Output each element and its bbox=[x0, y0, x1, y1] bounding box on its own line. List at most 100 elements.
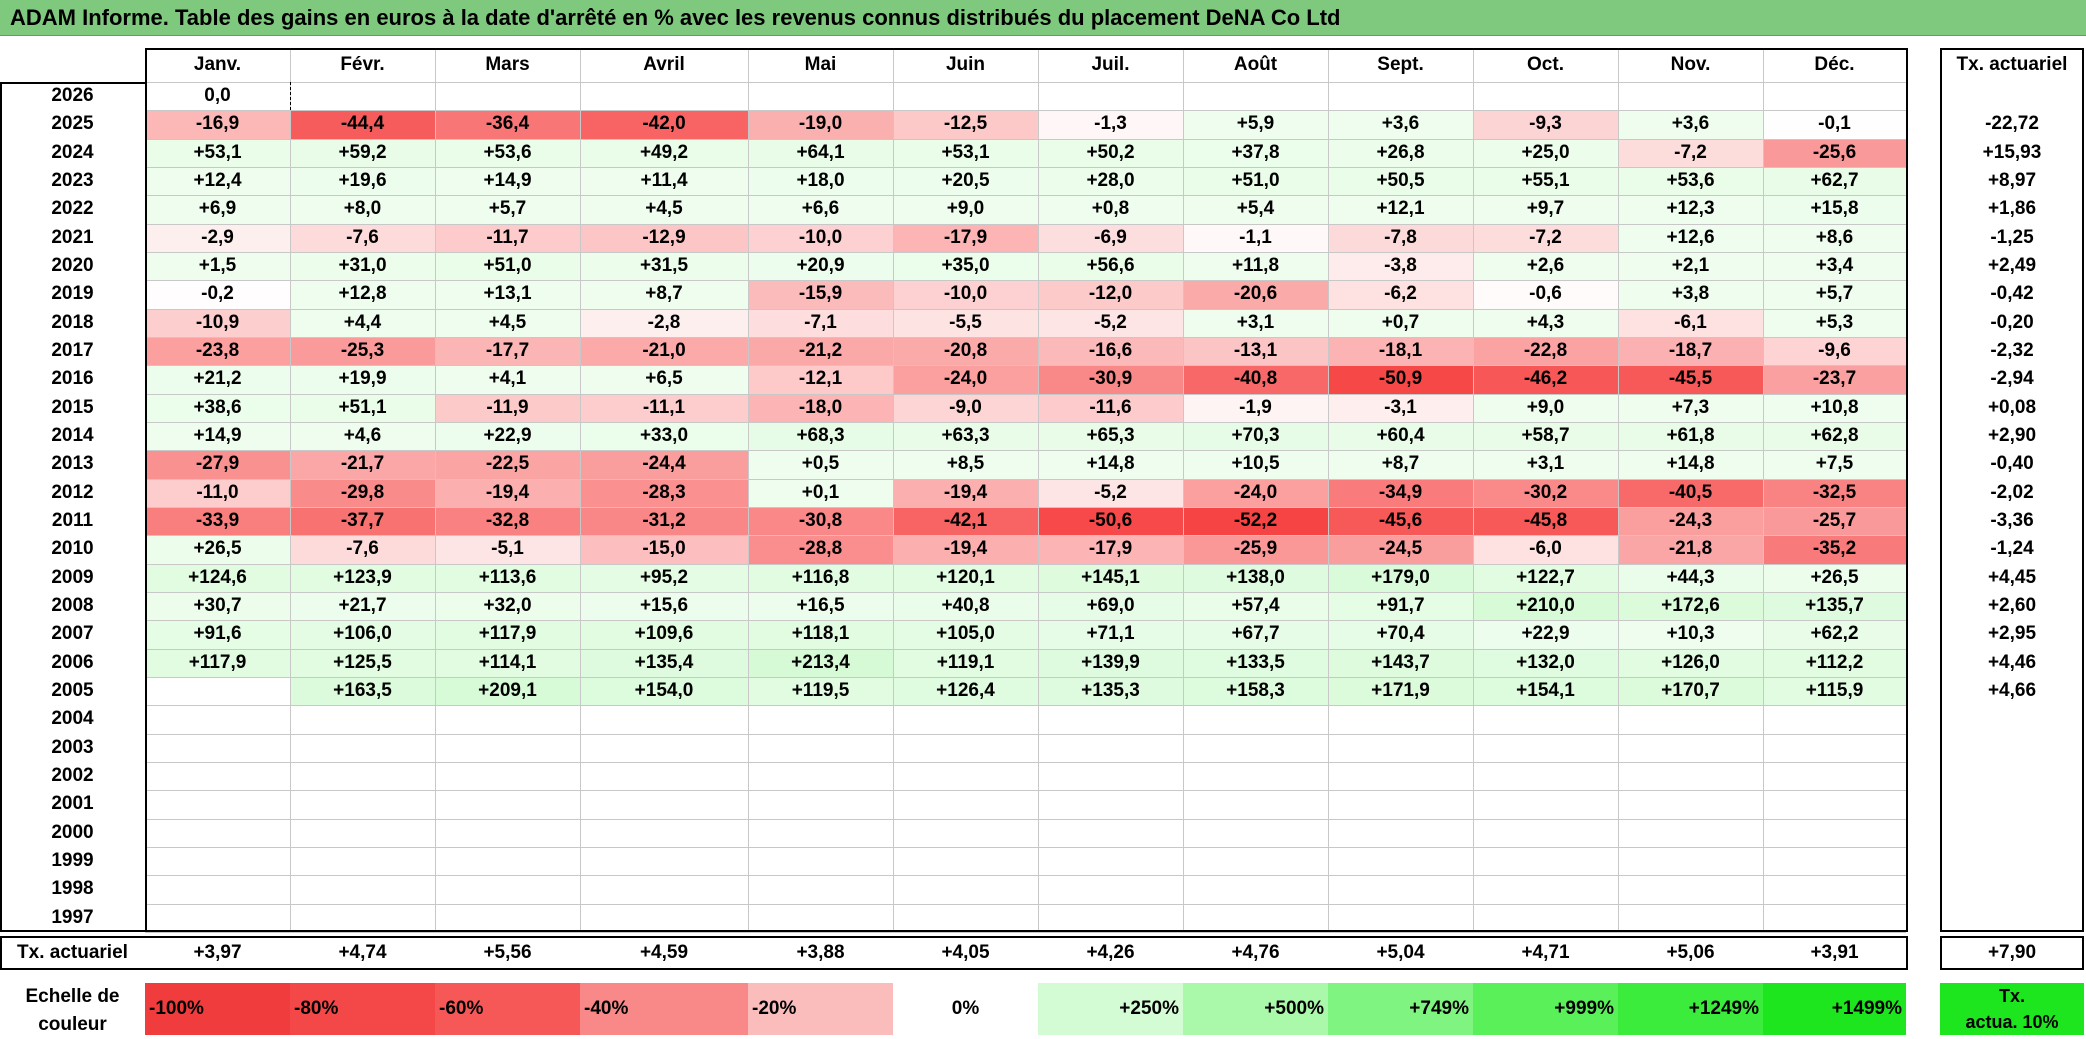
table-cell: -16,9 bbox=[145, 110, 290, 139]
table-cell: -0,6 bbox=[1473, 280, 1618, 309]
row-divider bbox=[145, 563, 1906, 565]
footer-cell: +3,97 bbox=[193, 942, 242, 963]
year-label: 2020 bbox=[51, 254, 94, 276]
table-cell: -24,4 bbox=[580, 450, 748, 479]
row-divider bbox=[145, 308, 1906, 310]
table-cell: -19,4 bbox=[893, 535, 1038, 564]
row-divider bbox=[145, 166, 1906, 168]
table-cell bbox=[435, 846, 580, 876]
table-cell bbox=[1328, 846, 1473, 876]
table-cell bbox=[1763, 761, 1906, 791]
table-cell bbox=[748, 705, 893, 734]
year-label: 2007 bbox=[51, 623, 94, 645]
table-cell: +12,1 bbox=[1328, 195, 1473, 224]
month-header: Avril bbox=[643, 54, 685, 75]
table-cell bbox=[580, 818, 748, 847]
table-cell: +95,2 bbox=[580, 563, 748, 592]
table-cell: +4,4 bbox=[290, 308, 435, 337]
footer-frame bbox=[0, 936, 1908, 970]
row-divider bbox=[145, 478, 1906, 480]
table-cell: -19,4 bbox=[435, 478, 580, 507]
table-cell bbox=[1473, 903, 1618, 932]
row-divider bbox=[145, 648, 1906, 650]
actuarial-cell: +15,93 bbox=[1982, 141, 2042, 163]
table-cell: -19,0 bbox=[748, 110, 893, 139]
table-cell: -17,7 bbox=[435, 336, 580, 366]
table-cell: +0,1 bbox=[748, 478, 893, 507]
table-cell: +122,7 bbox=[1473, 563, 1618, 592]
table-cell: +30,7 bbox=[145, 591, 290, 621]
table-cell bbox=[893, 875, 1038, 904]
table-cell bbox=[1328, 818, 1473, 847]
table-cell: +170,7 bbox=[1618, 676, 1763, 706]
table-cell: +126,0 bbox=[1618, 648, 1763, 677]
table-cell: -28,8 bbox=[748, 535, 893, 564]
year-label: 2000 bbox=[51, 821, 94, 843]
table-cell bbox=[290, 790, 435, 819]
table-cell: -12,5 bbox=[893, 110, 1038, 139]
table-cell bbox=[1473, 875, 1618, 904]
table-cell: -5,2 bbox=[1038, 308, 1183, 337]
legend-label-line2: couleur bbox=[38, 1014, 107, 1035]
legend-actuarial: Tx. actua. 10% bbox=[1940, 983, 2084, 1035]
table-cell: +22,9 bbox=[435, 421, 580, 451]
table-cell: -3,1 bbox=[1328, 393, 1473, 422]
year-label: 2019 bbox=[51, 283, 94, 305]
table-cell: -19,4 bbox=[893, 478, 1038, 507]
table-cell: +6,6 bbox=[748, 195, 893, 224]
actuarial-cell: +4,46 bbox=[1987, 651, 2037, 673]
legend-step: +500% bbox=[1183, 983, 1328, 1035]
table-cell bbox=[145, 903, 290, 932]
table-cell bbox=[1618, 761, 1763, 791]
table-cell: -45,8 bbox=[1473, 506, 1618, 536]
actuarial-cell: +4,66 bbox=[1987, 679, 2037, 701]
table-cell: +53,6 bbox=[435, 138, 580, 167]
table-cell bbox=[145, 733, 290, 762]
table-cell: -21,0 bbox=[580, 336, 748, 366]
table-cell: -15,9 bbox=[748, 280, 893, 309]
table-cell bbox=[893, 790, 1038, 819]
table-cell bbox=[435, 875, 580, 904]
table-cell bbox=[1038, 761, 1183, 791]
table-cell: -12,9 bbox=[580, 223, 748, 252]
table-cell: -0,1 bbox=[1763, 110, 1906, 139]
table-cell bbox=[748, 790, 893, 819]
table-cell bbox=[145, 818, 290, 847]
table-cell: +26,8 bbox=[1328, 138, 1473, 167]
table-cell: -22,5 bbox=[435, 450, 580, 479]
table-cell: -15,0 bbox=[580, 535, 748, 564]
actuarial-cell: -1,24 bbox=[1990, 538, 2034, 560]
table-cell: -25,6 bbox=[1763, 138, 1906, 167]
table-cell: +10,8 bbox=[1763, 393, 1906, 422]
year-label: 2014 bbox=[51, 424, 94, 446]
table-cell: +14,8 bbox=[1038, 450, 1183, 479]
table-cell: +70,4 bbox=[1328, 620, 1473, 649]
table-cell bbox=[1038, 846, 1183, 876]
table-cell: -10,0 bbox=[893, 280, 1038, 309]
table-cell bbox=[1183, 761, 1328, 791]
actuarial-cell: +1,86 bbox=[1987, 198, 2037, 220]
table-cell bbox=[1763, 790, 1906, 819]
table-cell: -17,9 bbox=[893, 223, 1038, 252]
table-cell bbox=[1473, 761, 1618, 791]
legend-step: -20% bbox=[748, 983, 893, 1035]
table-cell: +105,0 bbox=[893, 620, 1038, 649]
table-cell: +143,7 bbox=[1328, 648, 1473, 677]
table-cell: -40,8 bbox=[1183, 365, 1328, 394]
table-cell: +0,7 bbox=[1328, 308, 1473, 337]
table-cell bbox=[1183, 82, 1328, 111]
table-cell: +53,6 bbox=[1618, 166, 1763, 196]
table-cell bbox=[290, 846, 435, 876]
column-divider bbox=[435, 50, 436, 932]
legend-step: -100% bbox=[145, 983, 290, 1035]
table-cell bbox=[580, 790, 748, 819]
table-cell bbox=[893, 846, 1038, 876]
table-cell: +6,5 bbox=[580, 365, 748, 394]
row-divider bbox=[145, 620, 1906, 622]
year-label: 1997 bbox=[51, 906, 94, 928]
table-cell bbox=[435, 761, 580, 791]
table-cell: +53,1 bbox=[893, 138, 1038, 167]
row-divider bbox=[145, 195, 1906, 197]
legend-step: -40% bbox=[580, 983, 748, 1035]
actuarial-cell: +0,08 bbox=[1987, 396, 2037, 418]
